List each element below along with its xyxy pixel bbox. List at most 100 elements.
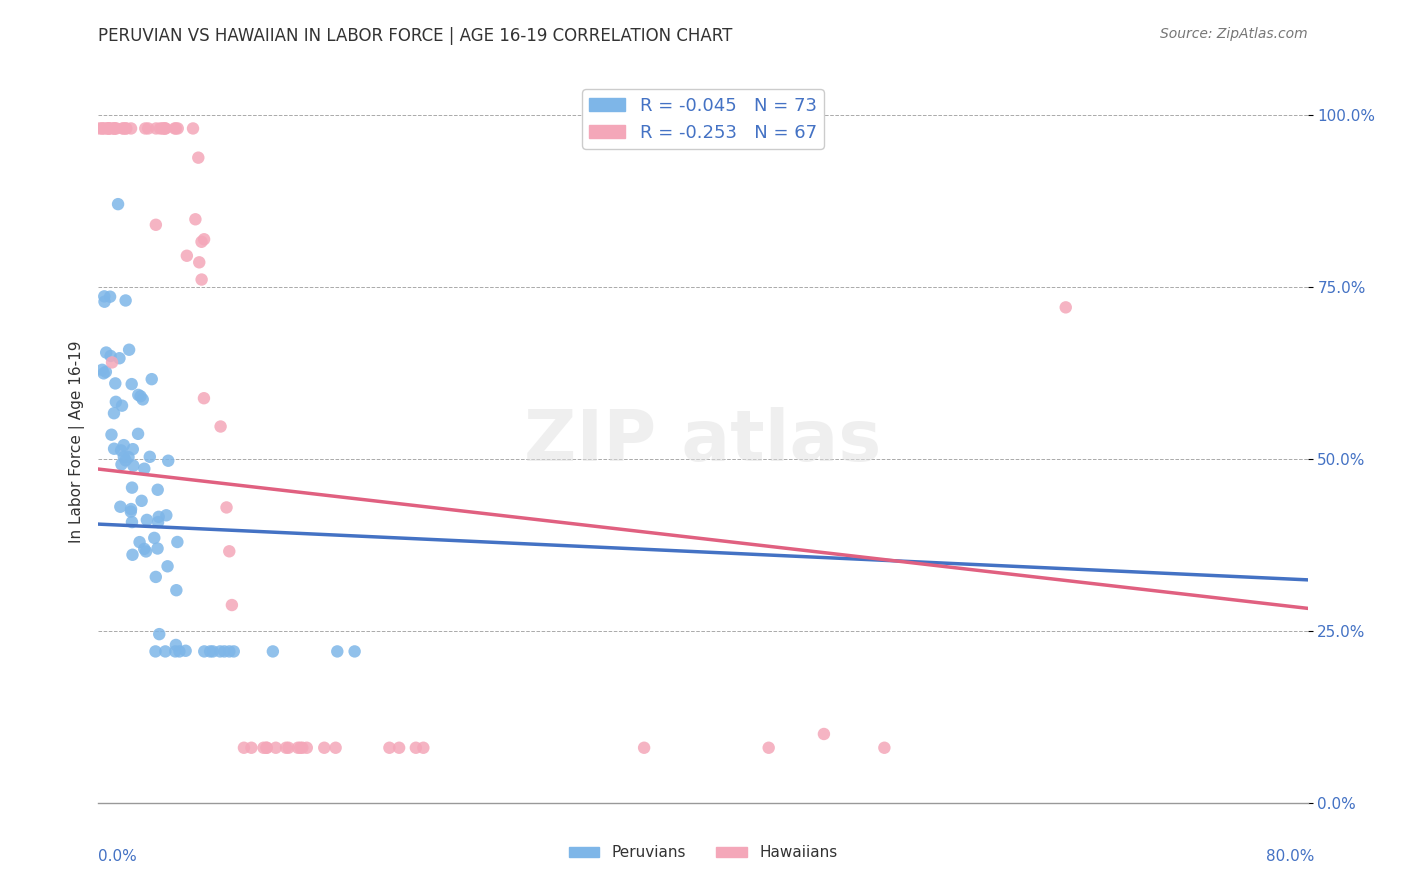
Point bbox=[107, 197, 129, 211]
Point bbox=[103, 442, 125, 456]
Point bbox=[93, 367, 115, 381]
Point bbox=[98, 121, 121, 136]
Point bbox=[112, 121, 135, 136]
Point bbox=[93, 294, 115, 309]
Point bbox=[118, 343, 141, 357]
Text: 80.0%: 80.0% bbox=[1267, 849, 1315, 863]
Point bbox=[412, 740, 434, 755]
Point bbox=[146, 541, 169, 556]
Point bbox=[117, 450, 139, 464]
Point bbox=[141, 372, 163, 386]
Point bbox=[143, 531, 166, 545]
Point bbox=[135, 544, 157, 558]
Point bbox=[110, 458, 132, 472]
Point bbox=[120, 505, 142, 519]
Point bbox=[110, 443, 132, 458]
Legend: R = -0.045   N = 73, R = -0.253   N = 67: R = -0.045 N = 73, R = -0.253 N = 67 bbox=[582, 89, 824, 149]
Legend: Peruvians, Hawaiians: Peruvians, Hawaiians bbox=[562, 839, 844, 866]
Point bbox=[218, 644, 240, 658]
Point bbox=[287, 740, 309, 755]
Point bbox=[157, 454, 180, 468]
Point bbox=[98, 290, 121, 304]
Point bbox=[193, 391, 215, 405]
Point bbox=[103, 121, 125, 136]
Point bbox=[174, 644, 197, 658]
Point bbox=[128, 535, 150, 549]
Point bbox=[145, 644, 167, 658]
Point bbox=[112, 438, 135, 452]
Text: ZIP atlas: ZIP atlas bbox=[524, 407, 882, 476]
Point bbox=[122, 458, 145, 473]
Point bbox=[96, 121, 118, 136]
Point bbox=[152, 121, 174, 136]
Point bbox=[131, 493, 153, 508]
Point bbox=[120, 121, 142, 136]
Point bbox=[146, 515, 169, 529]
Point bbox=[146, 483, 169, 497]
Point bbox=[97, 121, 120, 136]
Point bbox=[149, 121, 172, 136]
Point bbox=[290, 740, 312, 755]
Point bbox=[103, 406, 125, 420]
Point bbox=[111, 121, 134, 136]
Point bbox=[343, 644, 366, 658]
Point bbox=[873, 740, 896, 755]
Point bbox=[101, 355, 124, 369]
Point bbox=[190, 235, 212, 249]
Point bbox=[314, 740, 336, 755]
Point bbox=[145, 121, 167, 136]
Point bbox=[100, 427, 122, 442]
Point bbox=[115, 121, 138, 136]
Point bbox=[96, 345, 118, 359]
Point bbox=[221, 598, 243, 612]
Point bbox=[165, 583, 187, 598]
Point bbox=[240, 740, 263, 755]
Text: Source: ZipAtlas.com: Source: ZipAtlas.com bbox=[1160, 27, 1308, 41]
Point bbox=[156, 559, 179, 574]
Point bbox=[148, 627, 170, 641]
Point bbox=[181, 121, 204, 136]
Point bbox=[190, 272, 212, 286]
Point bbox=[252, 740, 274, 755]
Point bbox=[105, 121, 128, 136]
Point bbox=[274, 740, 297, 755]
Point bbox=[1054, 301, 1077, 315]
Point bbox=[132, 392, 155, 407]
Point bbox=[93, 289, 115, 303]
Point bbox=[214, 644, 236, 658]
Point bbox=[136, 121, 159, 136]
Point bbox=[103, 121, 125, 136]
Point bbox=[198, 644, 221, 658]
Point bbox=[91, 121, 114, 136]
Point bbox=[209, 419, 232, 434]
Point bbox=[100, 121, 122, 136]
Point bbox=[633, 740, 655, 755]
Point bbox=[201, 644, 224, 658]
Point bbox=[218, 544, 240, 558]
Point bbox=[256, 740, 278, 755]
Point bbox=[378, 740, 401, 755]
Point bbox=[326, 644, 349, 658]
Point bbox=[114, 121, 136, 136]
Point bbox=[145, 570, 167, 584]
Point bbox=[193, 232, 215, 246]
Point bbox=[134, 541, 156, 556]
Point bbox=[104, 394, 127, 409]
Point bbox=[232, 740, 254, 755]
Point bbox=[91, 121, 114, 136]
Point bbox=[94, 365, 117, 379]
Point bbox=[215, 500, 238, 515]
Point bbox=[155, 508, 177, 523]
Point bbox=[165, 638, 187, 652]
Point bbox=[97, 121, 120, 136]
Point bbox=[121, 515, 143, 529]
Point bbox=[121, 442, 143, 457]
Point bbox=[277, 740, 299, 755]
Point bbox=[104, 376, 127, 391]
Point bbox=[135, 513, 157, 527]
Point bbox=[121, 548, 143, 562]
Point bbox=[129, 389, 152, 403]
Point bbox=[264, 740, 287, 755]
Point bbox=[165, 644, 187, 658]
Point bbox=[120, 502, 142, 516]
